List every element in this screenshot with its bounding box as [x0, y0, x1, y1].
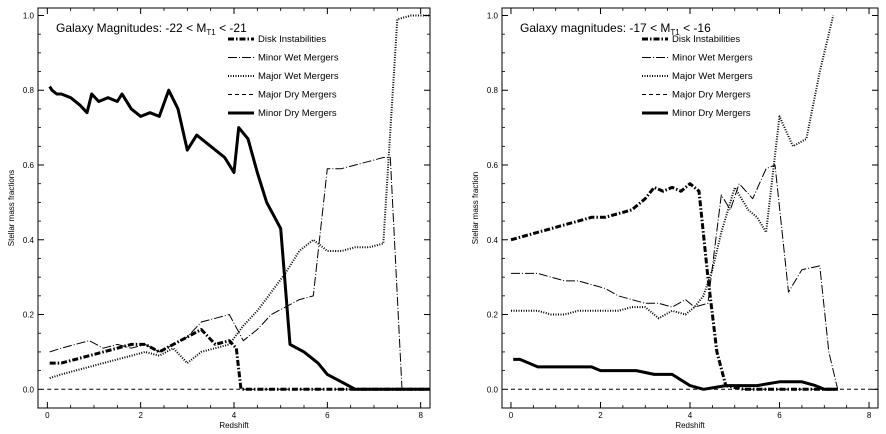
- series-line-major-wet-mergers: [511, 15, 835, 320]
- y-tick-label: 0.6: [23, 161, 35, 170]
- legend-label: Minor Wet Mergers: [672, 53, 753, 64]
- chart-title-2-tail: < -16: [680, 21, 711, 35]
- x-tick-label: 8: [867, 411, 872, 420]
- y-tick-label: 0.8: [23, 86, 35, 95]
- y-tick-label: 0.8: [487, 86, 499, 95]
- x-axis-title: Redshift: [219, 421, 249, 430]
- chart-title-2: Galaxy magnitudes: -17 < MT1 < -16: [520, 21, 711, 37]
- x-tick-label: 4: [688, 411, 693, 420]
- series-line-major-wet-mergers: [49, 14, 430, 380]
- y-tick-label: 0.2: [487, 311, 499, 320]
- y-tick-label: 1.0: [23, 11, 35, 20]
- chart-title-1-subscript: T1: [206, 28, 216, 37]
- y-tick-label: 0.0: [23, 385, 35, 394]
- y-tick-label: 0.6: [487, 161, 499, 170]
- chart-title-1-main: Galaxy Magnitudes: -22 < M: [56, 21, 206, 35]
- x-tick-label: 2: [138, 411, 143, 420]
- series-line-disk-instabilities: [510, 182, 838, 391]
- x-tick-label: 0: [45, 411, 50, 420]
- chart-title-1-tail: < -21: [216, 21, 247, 35]
- x-tick-label: 0: [509, 411, 514, 420]
- y-tick-label: 0.4: [487, 236, 499, 245]
- series-line-minor-wet-mergers: [511, 164, 839, 390]
- legend-label: Major Wet Mergers: [672, 71, 753, 82]
- y-axis-title: Stellar mass fraction: [471, 172, 480, 244]
- x-axis-title: Redshift: [675, 421, 705, 430]
- y-axis-title: Stellar mass fractions: [7, 170, 16, 246]
- chart-title-2-main: Galaxy magnitudes: -17 < M: [520, 21, 670, 35]
- series-line-minor-wet-mergers: [49, 157, 430, 390]
- legend-label: Minor Wet Mergers: [258, 53, 339, 64]
- y-tick-label: 0.2: [23, 311, 35, 320]
- series-line-minor-dry-mergers: [48, 85, 430, 391]
- series-line-minor-dry-mergers: [513, 357, 838, 391]
- chart-title-2-subscript: T1: [670, 28, 680, 37]
- legend-label: Disk Instabilities: [672, 34, 740, 45]
- y-tick-label: 0.0: [487, 385, 499, 394]
- x-tick-label: 2: [598, 411, 603, 420]
- x-tick-label: 4: [232, 411, 237, 420]
- y-tick-label: 0.4: [23, 236, 35, 245]
- y-tick-label: 1.0: [487, 11, 499, 20]
- x-tick-label: 6: [777, 411, 782, 420]
- x-tick-label: 8: [418, 411, 423, 420]
- legend-label: Major Wet Mergers: [258, 71, 339, 82]
- chart-panel-2: Galaxy magnitudes: -17 < MT1 < -16 0 2 4 6 8…: [471, 7, 879, 430]
- legend-label: Major Dry Mergers: [672, 90, 751, 101]
- chart-title-1: Galaxy Magnitudes: -22 < MT1 < -21: [56, 21, 247, 37]
- x-tick-label: 6: [325, 411, 330, 420]
- legend-label: Disk Instabilities: [258, 34, 326, 45]
- legend-label: Major Dry Mergers: [258, 90, 337, 101]
- chart-panel-1: Galaxy Magnitudes: -22 < MT1 < -21 0 2 4 6 8…: [7, 7, 431, 430]
- legend-label: Minor Dry Mergers: [672, 108, 751, 119]
- plot-frame: [37, 7, 431, 409]
- series-line-disk-instabilities: [49, 328, 430, 391]
- plot-frame: [501, 7, 879, 409]
- legend-label: Minor Dry Mergers: [258, 108, 337, 119]
